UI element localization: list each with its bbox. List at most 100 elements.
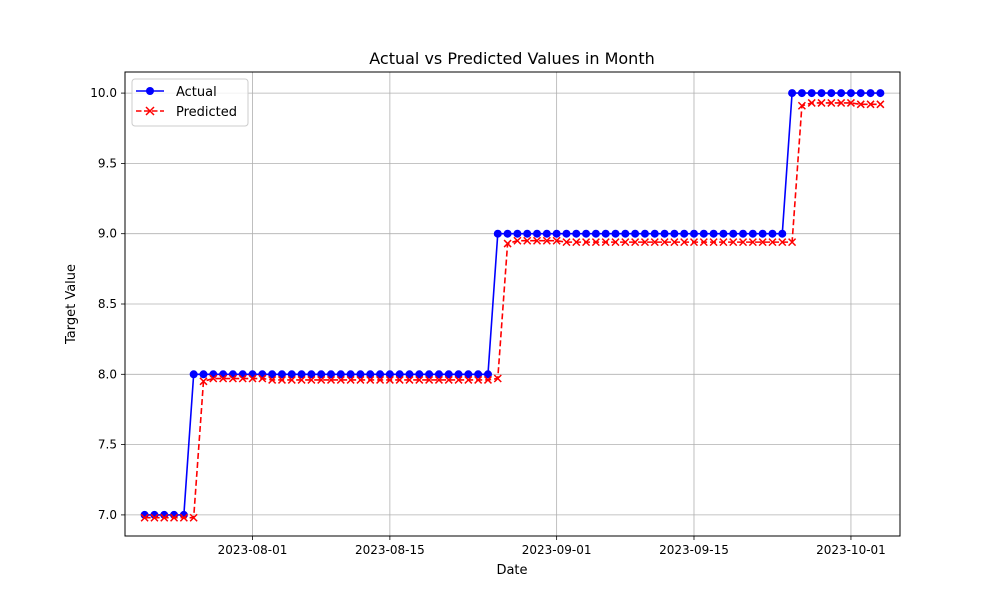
actual-point	[640, 229, 649, 238]
predicted-point	[199, 377, 208, 386]
predicted-point	[503, 239, 512, 248]
actual-point	[483, 370, 492, 379]
actual-point	[405, 370, 414, 379]
actual-point	[160, 510, 169, 519]
actual-point	[376, 370, 385, 379]
predicted-point	[670, 238, 679, 247]
actual-point	[513, 229, 522, 238]
y-tick-label: 7.5	[98, 438, 117, 452]
predicted-point	[346, 375, 355, 384]
predicted-point	[699, 238, 708, 247]
predicted-point	[640, 238, 649, 247]
actual-point	[739, 229, 748, 238]
legend: Actual Predicted	[131, 78, 249, 127]
predicted-point	[513, 236, 522, 245]
actual-point	[660, 229, 669, 238]
predicted-point	[788, 238, 797, 247]
predicted-point	[807, 98, 816, 107]
predicted-point	[307, 375, 316, 384]
predicted-point	[170, 513, 179, 522]
actual-point	[797, 89, 806, 98]
actual-point	[807, 89, 816, 98]
actual-point	[758, 229, 767, 238]
predicted-point	[287, 375, 296, 384]
predicted-point	[689, 238, 699, 247]
predicted-point	[621, 238, 630, 247]
actual-point	[866, 89, 875, 98]
actual-point	[689, 229, 698, 238]
actual-point	[533, 229, 542, 238]
predicted-point	[317, 375, 326, 384]
predicted-point	[179, 513, 188, 522]
predicted-point	[140, 513, 149, 522]
predicted-point	[856, 100, 865, 109]
predicted-point	[297, 375, 306, 384]
actual-point	[876, 89, 885, 98]
actual-point	[572, 229, 581, 238]
actual-point	[258, 370, 267, 379]
predicted-point	[228, 374, 237, 383]
predicted-point	[248, 374, 257, 383]
predicted-point	[768, 238, 777, 247]
predicted-point	[739, 238, 748, 247]
actual-point	[189, 370, 198, 379]
predicted-point	[326, 375, 336, 384]
y-tick-label: 9.5	[98, 156, 117, 170]
actual-point	[150, 510, 159, 519]
predicted-point	[464, 375, 473, 384]
actual-point	[179, 510, 188, 519]
predicted-point	[778, 238, 787, 247]
actual-point	[209, 370, 218, 379]
actual-point	[591, 229, 600, 238]
predicted-point	[268, 375, 277, 384]
actual-point	[287, 370, 296, 379]
predicted-line	[144, 102, 881, 519]
predicted-point	[493, 374, 502, 383]
x-axis-label: Date	[496, 563, 527, 578]
series-layer	[140, 89, 885, 522]
actual-point	[817, 89, 826, 98]
actual-point	[729, 229, 738, 238]
actual-point	[680, 229, 689, 238]
predicted-point	[542, 236, 551, 245]
predicted-point	[483, 375, 493, 384]
predicted-point	[709, 238, 718, 247]
actual-point	[670, 229, 679, 238]
y-tick-label: 7.0	[98, 508, 117, 522]
predicted-point	[611, 238, 620, 247]
y-tick-label: 8.0	[98, 367, 117, 381]
predicted-point	[150, 513, 159, 522]
predicted-point	[336, 375, 345, 384]
actual-point	[327, 370, 336, 379]
actual-point	[650, 229, 659, 238]
predicted-point	[601, 238, 610, 247]
actual-point	[788, 89, 797, 98]
actual-point	[601, 229, 610, 238]
actual-point	[366, 370, 375, 379]
actual-point	[768, 229, 777, 238]
actual-point	[719, 229, 728, 238]
actual-point	[415, 370, 424, 379]
actual-point	[434, 370, 443, 379]
actual-point	[248, 370, 257, 379]
y-axis-label: Target Value	[64, 264, 79, 345]
actual-point	[709, 229, 718, 238]
actual-point	[837, 89, 846, 98]
actual-point	[385, 370, 394, 379]
x-tick-label: 2023-09-15	[659, 543, 729, 557]
predicted-point	[631, 238, 640, 247]
grid-lines	[125, 72, 900, 536]
predicted-point	[425, 375, 434, 384]
legend-actual-label: Actual	[176, 85, 217, 100]
actual-point	[778, 229, 787, 238]
actual-point	[356, 370, 365, 379]
actual-point	[317, 370, 326, 379]
actual-point	[474, 370, 483, 379]
actual-point	[297, 370, 306, 379]
predicted-point	[817, 98, 826, 107]
actual-point	[582, 229, 591, 238]
x-axis: 2023-08-01 2023-08-15 2023-09-01 2023-09-15…	[218, 536, 886, 557]
predicted-point	[748, 238, 757, 247]
predicted-point	[160, 513, 169, 522]
